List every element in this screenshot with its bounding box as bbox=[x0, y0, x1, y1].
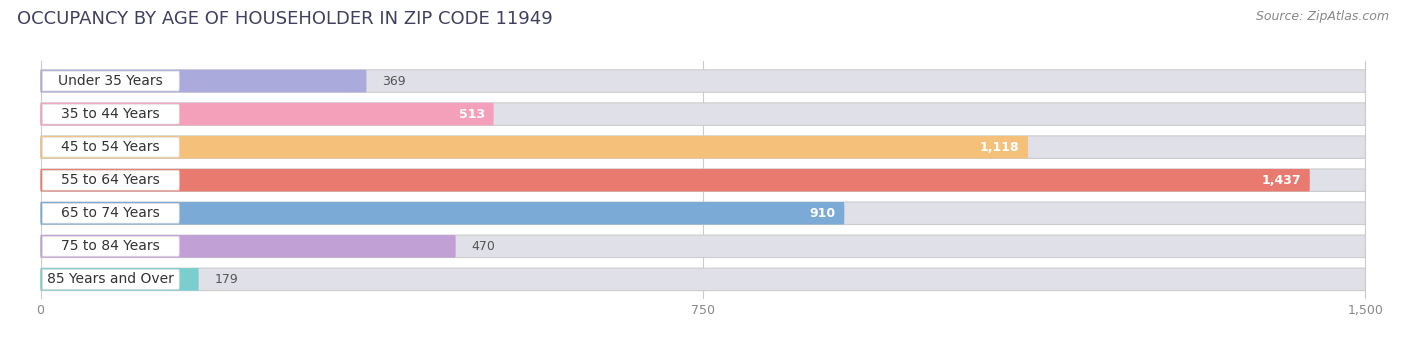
FancyBboxPatch shape bbox=[42, 269, 179, 289]
Text: Under 35 Years: Under 35 Years bbox=[59, 74, 163, 88]
Text: 65 to 74 Years: 65 to 74 Years bbox=[62, 206, 160, 220]
FancyBboxPatch shape bbox=[41, 103, 1365, 125]
FancyBboxPatch shape bbox=[41, 202, 845, 224]
FancyBboxPatch shape bbox=[41, 235, 456, 258]
Text: 513: 513 bbox=[458, 107, 485, 121]
Text: 470: 470 bbox=[471, 240, 495, 253]
Text: Source: ZipAtlas.com: Source: ZipAtlas.com bbox=[1256, 10, 1389, 23]
Text: 35 to 44 Years: 35 to 44 Years bbox=[62, 107, 160, 121]
Text: 1,118: 1,118 bbox=[980, 141, 1019, 154]
FancyBboxPatch shape bbox=[41, 235, 1365, 258]
FancyBboxPatch shape bbox=[41, 70, 1365, 92]
Text: 45 to 54 Years: 45 to 54 Years bbox=[62, 140, 160, 154]
Text: 179: 179 bbox=[215, 273, 238, 286]
FancyBboxPatch shape bbox=[41, 70, 367, 92]
FancyBboxPatch shape bbox=[41, 103, 494, 125]
Text: 369: 369 bbox=[382, 74, 406, 87]
Text: 1,437: 1,437 bbox=[1261, 174, 1301, 187]
FancyBboxPatch shape bbox=[41, 136, 1028, 158]
FancyBboxPatch shape bbox=[41, 136, 1365, 158]
FancyBboxPatch shape bbox=[42, 203, 179, 223]
FancyBboxPatch shape bbox=[42, 104, 179, 124]
Text: 910: 910 bbox=[810, 207, 835, 220]
FancyBboxPatch shape bbox=[41, 202, 1365, 224]
FancyBboxPatch shape bbox=[42, 137, 179, 157]
FancyBboxPatch shape bbox=[42, 170, 179, 190]
Text: 75 to 84 Years: 75 to 84 Years bbox=[62, 239, 160, 253]
Text: 55 to 64 Years: 55 to 64 Years bbox=[62, 173, 160, 187]
FancyBboxPatch shape bbox=[41, 169, 1310, 191]
FancyBboxPatch shape bbox=[41, 268, 198, 291]
FancyBboxPatch shape bbox=[42, 236, 179, 256]
FancyBboxPatch shape bbox=[41, 169, 1365, 191]
Text: 85 Years and Over: 85 Years and Over bbox=[48, 272, 174, 286]
FancyBboxPatch shape bbox=[42, 71, 179, 91]
FancyBboxPatch shape bbox=[41, 268, 1365, 291]
Text: OCCUPANCY BY AGE OF HOUSEHOLDER IN ZIP CODE 11949: OCCUPANCY BY AGE OF HOUSEHOLDER IN ZIP C… bbox=[17, 10, 553, 28]
